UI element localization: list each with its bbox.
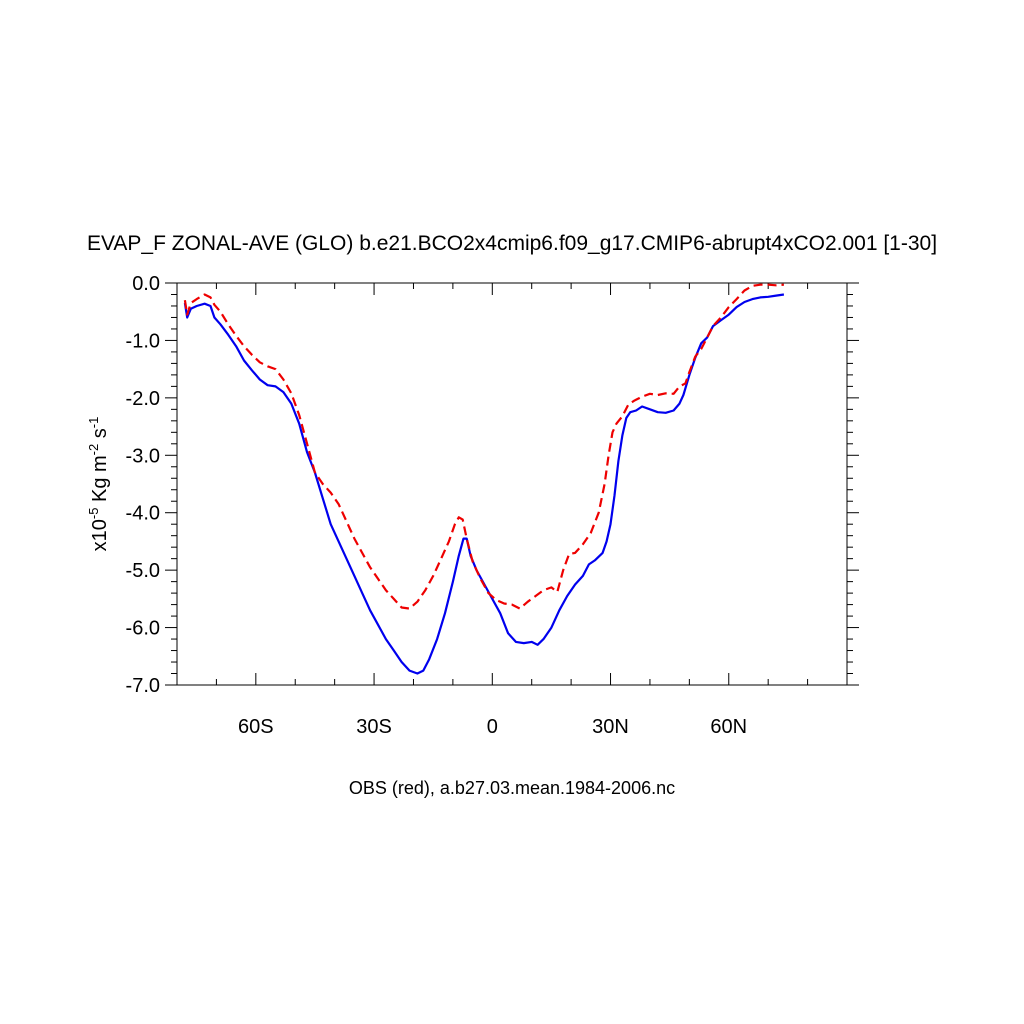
x-axis-label: OBS (red), a.b27.03.mean.1984-2006.nc bbox=[349, 778, 675, 798]
y-axis-label-exp2: -2 bbox=[86, 444, 101, 456]
x-tick-label: 30N bbox=[592, 716, 629, 738]
y-tick-label: -5.0 bbox=[126, 560, 160, 582]
y-axis-label-exp1: -5 bbox=[86, 508, 101, 520]
y-tick-label: 0.0 bbox=[132, 273, 160, 295]
y-axis-label: x10-5 Kg m-2 s-1 bbox=[86, 417, 111, 552]
y-tick-label: -6.0 bbox=[126, 618, 160, 640]
y-tick-label: -1.0 bbox=[126, 330, 160, 352]
y-axis-label-exp3: -1 bbox=[86, 417, 101, 429]
chart-title: EVAP_F ZONAL-AVE (GLO) b.e21.BCO2x4cmip6… bbox=[87, 232, 937, 255]
x-tick-label: 30S bbox=[356, 716, 392, 738]
y-tick-label: -2.0 bbox=[126, 388, 160, 410]
y-axis-label-unit1: Kg m bbox=[89, 455, 111, 507]
y-axis-label-base: x10 bbox=[89, 519, 111, 551]
obs-series-line bbox=[183, 283, 784, 610]
axis-ticks bbox=[165, 282, 859, 686]
x-tick-label: 60N bbox=[710, 716, 747, 738]
x-tick-labels: 60S 30S 0 30N 60N bbox=[238, 716, 747, 738]
y-tick-labels: 0.0 -1.0 -2.0 -3.0 -4.0 -5.0 -6.0 -7.0 bbox=[126, 273, 160, 697]
x-tick-label: 0 bbox=[487, 716, 498, 738]
model-series-line bbox=[183, 293, 785, 675]
y-tick-label: -3.0 bbox=[126, 445, 160, 467]
y-tick-label: -7.0 bbox=[126, 675, 160, 697]
x-tick-label: 60S bbox=[238, 716, 274, 738]
plot-frame bbox=[176, 282, 848, 686]
y-tick-label: -4.0 bbox=[126, 503, 160, 525]
y-axis-label-unit2: s bbox=[89, 428, 111, 444]
series-layer bbox=[183, 283, 785, 675]
